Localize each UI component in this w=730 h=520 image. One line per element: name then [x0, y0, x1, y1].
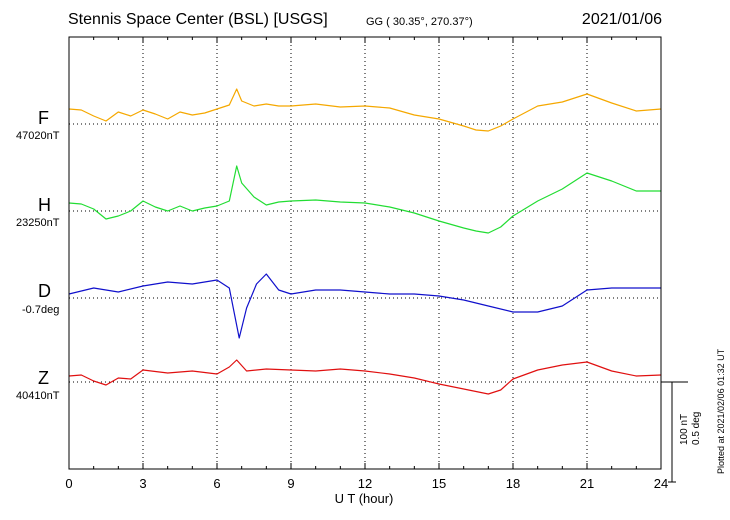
series-baseline-d: -0.7deg — [22, 304, 60, 316]
series-lines — [68, 88, 662, 395]
x-tick-label: 0 — [65, 476, 73, 491]
series-label-z: Z — [38, 368, 49, 388]
x-tick-label: 6 — [213, 476, 221, 491]
series-line-z — [68, 359, 662, 395]
axis-ticks — [68, 37, 662, 469]
station-coordinates: GG ( 30.35°, 270.37°) — [366, 16, 473, 28]
scale-bar — [661, 381, 688, 483]
series-line-f — [68, 88, 662, 132]
x-tick-label: 12 — [357, 476, 373, 491]
x-tick-label: 9 — [287, 476, 295, 491]
x-tick-label: 3 — [139, 476, 147, 491]
station-title: Stennis Space Center (BSL) [USGS] — [68, 11, 328, 28]
series-line-d — [68, 273, 661, 339]
x-tick-label: 24 — [653, 476, 669, 491]
grid-lines — [142, 37, 588, 469]
series-baseline-f: 47020nT — [16, 130, 60, 142]
x-tick-label: 18 — [505, 476, 521, 491]
plotted-timestamp: Plotted at 2021/02/06 01:32 UT — [716, 348, 726, 474]
x-tick-label: 15 — [431, 476, 447, 491]
series-label-f: F — [38, 108, 49, 128]
series-label-h: H — [38, 195, 51, 215]
scale-label-nt: 100 nT — [679, 413, 690, 445]
series-baseline-h: 23250nT — [16, 217, 60, 229]
chart-date: 2021/01/06 — [581, 11, 662, 28]
series-label-d: D — [38, 281, 51, 301]
x-axis-label: U T (hour) — [334, 491, 394, 506]
series-baseline-z: 40410nT — [16, 390, 60, 402]
scale-label-deg: 0.5 deg — [691, 411, 702, 445]
series-line-h — [68, 165, 661, 234]
x-tick-label: 21 — [579, 476, 595, 491]
baseline-lines — [69, 123, 661, 383]
